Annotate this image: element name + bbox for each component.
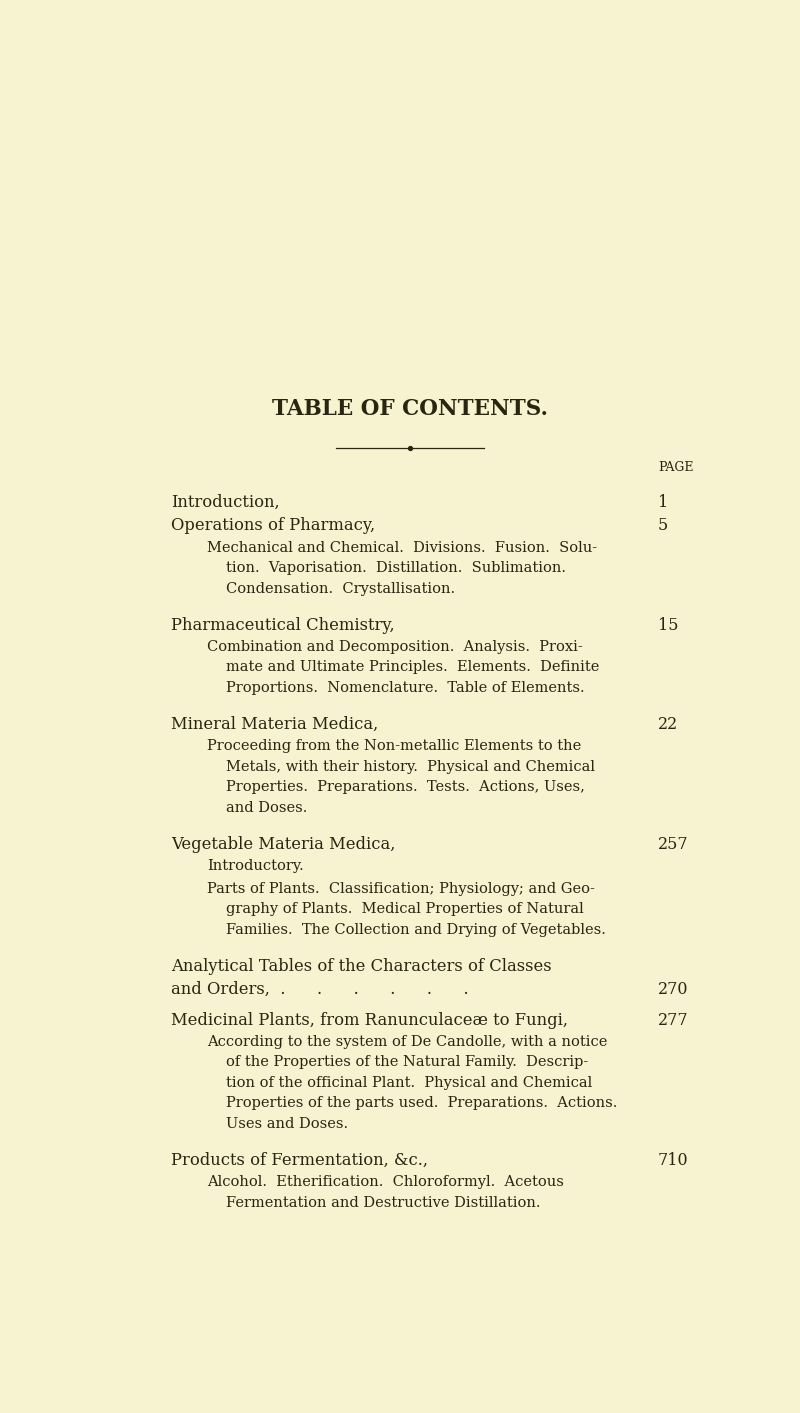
Text: Properties of the parts used.  Preparations.  Actions.: Properties of the parts used. Preparatio… — [226, 1096, 617, 1111]
Text: 1: 1 — [658, 493, 668, 510]
Text: Medicinal Plants, from Ranunculaceæ to Fungi,: Medicinal Plants, from Ranunculaceæ to F… — [171, 1012, 568, 1029]
Text: 5: 5 — [658, 517, 668, 534]
Text: TABLE OF CONTENTS.: TABLE OF CONTENTS. — [272, 398, 548, 420]
Text: Mineral Materia Medica,: Mineral Materia Medica, — [171, 716, 378, 733]
Text: Combination and Decomposition.  Analysis.  Proxi-: Combination and Decomposition. Analysis.… — [207, 640, 582, 654]
Text: Properties.  Preparations.  Tests.  Actions, Uses,: Properties. Preparations. Tests. Actions… — [226, 780, 585, 794]
Text: 710: 710 — [658, 1152, 689, 1169]
Text: and Orders,  .      .      .      .      .      .: and Orders, . . . . . . — [171, 981, 469, 998]
Text: Mechanical and Chemical.  Divisions.  Fusion.  Solu-: Mechanical and Chemical. Divisions. Fusi… — [207, 541, 597, 555]
Text: 270: 270 — [658, 981, 689, 998]
Text: Metals, with their history.  Physical and Chemical: Metals, with their history. Physical and… — [226, 760, 594, 774]
Text: Parts of Plants.  Classification; Physiology; and Geo-: Parts of Plants. Classification; Physiol… — [207, 882, 595, 896]
Text: Introductory.: Introductory. — [207, 859, 304, 873]
Text: PAGE: PAGE — [658, 461, 694, 473]
Text: Operations of Pharmacy,: Operations of Pharmacy, — [171, 517, 375, 534]
Text: 15: 15 — [658, 616, 678, 633]
Text: Proceeding from the Non-metallic Elements to the: Proceeding from the Non-metallic Element… — [207, 739, 581, 753]
Text: Uses and Doses.: Uses and Doses. — [226, 1116, 348, 1130]
Text: Alcohol.  Etherification.  Chloroformyl.  Acetous: Alcohol. Etherification. Chloroformyl. A… — [207, 1176, 564, 1190]
Text: Fermentation and Destructive Distillation.: Fermentation and Destructive Distillatio… — [226, 1195, 540, 1210]
Text: 22: 22 — [658, 716, 678, 733]
Text: mate and Ultimate Principles.  Elements.  Definite: mate and Ultimate Principles. Elements. … — [226, 660, 599, 674]
Text: Pharmaceutical Chemistry,: Pharmaceutical Chemistry, — [171, 616, 395, 633]
Text: Introduction,: Introduction, — [171, 493, 280, 510]
Text: Vegetable Materia Medica,: Vegetable Materia Medica, — [171, 835, 396, 852]
Text: Proportions.  Nomenclature.  Table of Elements.: Proportions. Nomenclature. Table of Elem… — [226, 681, 584, 695]
Text: According to the system of De Candolle, with a notice: According to the system of De Candolle, … — [207, 1036, 607, 1048]
Text: Families.  The Collection and Drying of Vegetables.: Families. The Collection and Drying of V… — [226, 923, 606, 937]
Text: Condensation.  Crystallisation.: Condensation. Crystallisation. — [226, 582, 454, 595]
Text: and Doses.: and Doses. — [226, 801, 307, 814]
Text: tion of the officinal Plant.  Physical and Chemical: tion of the officinal Plant. Physical an… — [226, 1075, 592, 1089]
Text: Products of Fermentation, &c.,: Products of Fermentation, &c., — [171, 1152, 428, 1169]
Text: 257: 257 — [658, 835, 689, 852]
Text: tion.  Vaporisation.  Distillation.  Sublimation.: tion. Vaporisation. Distillation. Sublim… — [226, 561, 566, 575]
Text: 277: 277 — [658, 1012, 689, 1029]
Text: Analytical Tables of the Characters of Classes: Analytical Tables of the Characters of C… — [171, 958, 552, 975]
Text: graphy of Plants.  Medical Properties of Natural: graphy of Plants. Medical Properties of … — [226, 903, 583, 916]
Text: of the Properties of the Natural Family.  Descrip-: of the Properties of the Natural Family.… — [226, 1056, 588, 1070]
